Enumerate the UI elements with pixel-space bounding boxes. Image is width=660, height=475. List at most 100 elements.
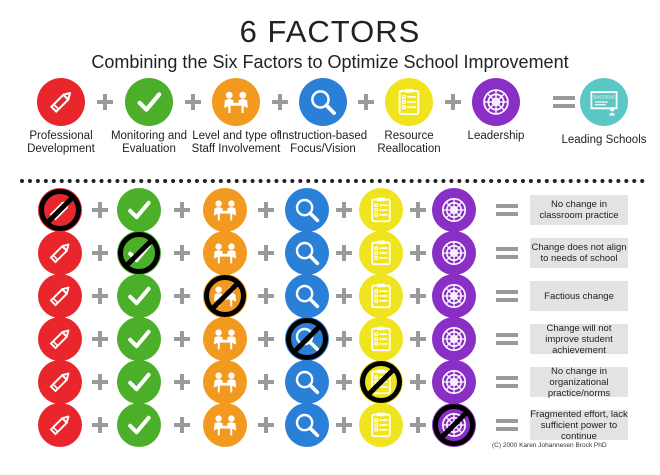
- meeting-icon: [209, 323, 241, 355]
- plus-sign: [91, 331, 108, 347]
- factor-circle: [203, 188, 247, 232]
- target-icon: [438, 366, 470, 398]
- factor-circle: [38, 188, 82, 232]
- factor-label-6: Leadership: [467, 130, 525, 142]
- meeting-icon: [209, 409, 241, 441]
- factor-circle-3: [212, 78, 260, 126]
- magnifier-icon: [291, 194, 323, 226]
- plus-sign: [258, 288, 274, 304]
- pencil-icon: [44, 409, 76, 441]
- prohibited-icon: [203, 274, 247, 318]
- factor-circle: [38, 274, 82, 318]
- factor-circle: [117, 317, 161, 361]
- factor-label-2: Monitoring and Evaluation: [110, 130, 188, 155]
- plus-sign: [258, 417, 274, 433]
- target-icon: [438, 237, 470, 269]
- factor-circle: [359, 274, 403, 318]
- factor-circle: [432, 231, 476, 275]
- plus-sign: [258, 331, 274, 347]
- outcome-box: No change in classroom practice: [530, 195, 628, 225]
- copyright-note: (C) 2000 Karen Johannesen Brock PhD: [492, 442, 607, 449]
- page-subtitle: Combining the Six Factors to Optimize Sc…: [91, 52, 569, 72]
- factor-circle: [285, 317, 329, 361]
- pencil-icon: [44, 280, 76, 312]
- plus-sign: [336, 331, 352, 347]
- prohibited-icon: [432, 403, 476, 447]
- factor-circle: [285, 274, 329, 318]
- equals-sign: [496, 374, 518, 390]
- plus-sign: [174, 331, 190, 347]
- plus-sign: [444, 94, 461, 110]
- pencil-icon: [44, 323, 76, 355]
- meeting-icon: [209, 366, 241, 398]
- plus-sign: [409, 331, 426, 347]
- plus-sign: [336, 288, 352, 304]
- pencil-icon: [44, 85, 78, 119]
- target-icon: [438, 323, 470, 355]
- checkmark-icon: [123, 409, 155, 441]
- equals-sign: [496, 331, 518, 347]
- factor-circle: [38, 317, 82, 361]
- factor-circle: [359, 403, 403, 447]
- checklist-icon: [392, 85, 426, 119]
- plus-sign: [91, 288, 108, 304]
- outcome-box: Factious change: [530, 281, 628, 311]
- target-icon: [438, 194, 470, 226]
- prohibited-icon: [117, 231, 161, 275]
- factor-circle: [359, 231, 403, 275]
- factor-circle: [203, 231, 247, 275]
- plus-sign: [409, 417, 426, 433]
- outcome-box: Fragmented effort, lack sufficient power…: [530, 408, 628, 442]
- factor-circle: [203, 403, 247, 447]
- equals-sign: [496, 245, 518, 261]
- factor-circle: [432, 317, 476, 361]
- plus-sign: [258, 374, 274, 390]
- chalkboard-icon: SUCCESS: [586, 84, 622, 120]
- plus-sign: [409, 202, 426, 218]
- leading-schools-label: Leading Schools: [561, 134, 647, 146]
- plus-sign: [174, 288, 190, 304]
- leading-schools-circle: SUCCESS: [580, 78, 628, 126]
- equals-sign: [496, 417, 518, 433]
- checklist-icon: [365, 409, 397, 441]
- plus-sign: [91, 245, 108, 261]
- factor-circle: [117, 231, 161, 275]
- plus-sign: [336, 202, 352, 218]
- factor-circle: [432, 360, 476, 404]
- checklist-icon: [365, 237, 397, 269]
- factor-circle: [203, 274, 247, 318]
- equals-sign: [496, 202, 518, 218]
- plus-sign: [271, 94, 288, 110]
- page-title: 6 FACTORS: [239, 14, 421, 49]
- checkmark-icon: [123, 323, 155, 355]
- plus-sign: [174, 202, 190, 218]
- factor-label-4: Instruction-based Focus/Vision: [278, 130, 368, 155]
- checkmark-icon: [123, 280, 155, 312]
- factor-circle: [117, 188, 161, 232]
- checklist-icon: [365, 280, 397, 312]
- equals-sign: [496, 288, 518, 304]
- plus-sign: [258, 245, 274, 261]
- factor-circle-1: [37, 78, 85, 126]
- factor-circle: [38, 231, 82, 275]
- magnifier-icon: [291, 280, 323, 312]
- checklist-icon: [365, 194, 397, 226]
- magnifier-icon: [291, 409, 323, 441]
- factor-circle: [117, 274, 161, 318]
- factor-circle: [432, 274, 476, 318]
- checkmark-icon: [123, 194, 155, 226]
- plus-sign: [336, 245, 352, 261]
- equals-sign: [553, 94, 575, 110]
- pencil-icon: [44, 366, 76, 398]
- target-icon: [479, 85, 513, 119]
- plus-sign: [358, 94, 374, 110]
- target-icon: [438, 280, 470, 312]
- plus-sign: [409, 288, 426, 304]
- outcome-box: Change will not improve student achievem…: [530, 323, 628, 356]
- factor-label-3: Level and type of Staff Involvement: [191, 130, 281, 155]
- dotted-divider: [20, 179, 645, 183]
- plus-sign: [91, 202, 108, 218]
- plus-sign: [336, 417, 352, 433]
- factor-circle: [359, 188, 403, 232]
- factor-circle: [117, 360, 161, 404]
